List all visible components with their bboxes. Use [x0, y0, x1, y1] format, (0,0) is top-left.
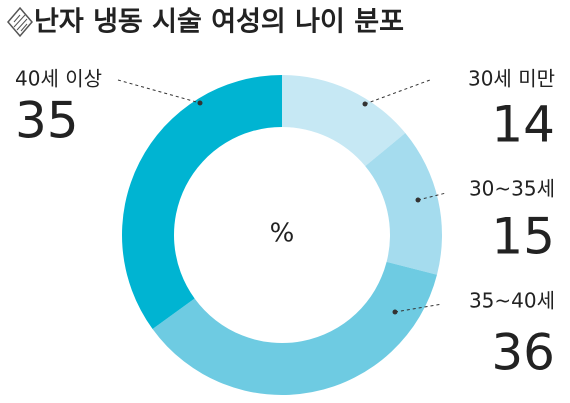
value-label: 14: [491, 96, 555, 154]
title-icon: [7, 6, 33, 38]
chart-title: 난자 냉동 시술 여성의 나이 분포: [34, 7, 404, 38]
value-label: 35: [15, 92, 79, 150]
category-label: 30세 미만: [468, 67, 555, 91]
donut-slice: [152, 261, 437, 396]
category-label: 40세 이상: [15, 67, 102, 91]
leader-dot: [197, 100, 203, 106]
donut-slice: [282, 75, 406, 167]
category-label: 35~40세: [469, 289, 555, 313]
donut-slice: [121, 75, 282, 330]
leader-dot: [392, 309, 398, 315]
donut-slice: [365, 133, 442, 275]
category-label: 30~35세: [469, 177, 555, 201]
value-label: 15: [491, 208, 555, 266]
leader-line: [417, 192, 447, 201]
leader-line: [117, 79, 201, 104]
leader-line: [364, 79, 431, 105]
leader-dot: [415, 197, 421, 203]
value-label: 36: [491, 324, 555, 382]
leader-dot: [362, 101, 368, 107]
leader-line: [394, 303, 443, 313]
center-label: %: [270, 219, 295, 249]
